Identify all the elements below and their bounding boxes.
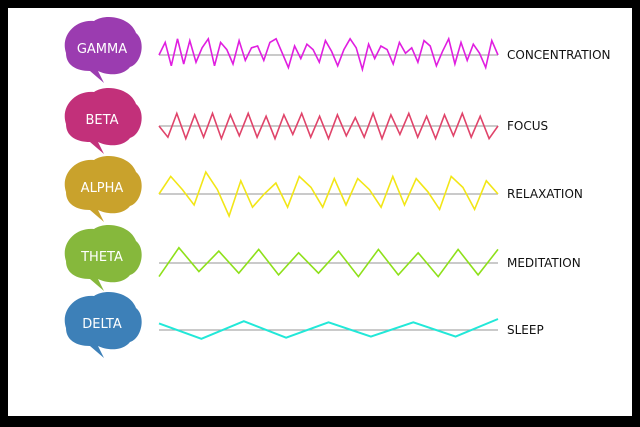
- frame: GAMMA CONCENTRATION BETA FOCUS ALPHA RELAXATI…: [8, 8, 632, 416]
- alpha-wave: [158, 170, 499, 219]
- beta-effect-label: FOCUS: [507, 119, 548, 133]
- delta-effect-label: SLEEP: [507, 323, 544, 337]
- gamma-effect-label: CONCENTRATION: [507, 48, 611, 62]
- alpha-band-label: ALPHA: [81, 181, 124, 196]
- beta-wave: [158, 111, 499, 141]
- theta-brain-icon: [64, 225, 142, 291]
- wave-row-beta: BETA FOCUS: [64, 88, 548, 154]
- delta-band-label: DELTA: [82, 317, 122, 332]
- theta-band-label: THETA: [80, 250, 123, 265]
- wave-row-gamma: GAMMA CONCENTRATION: [64, 17, 611, 83]
- gamma-band-label: GAMMA: [77, 42, 127, 57]
- theta-effect-label: MEDITATION: [507, 256, 581, 270]
- gamma-wave: [158, 36, 499, 73]
- delta-brain-icon: [64, 292, 142, 358]
- delta-wave: [158, 318, 499, 340]
- beta-brain-icon: [64, 88, 142, 154]
- beta-band-label: BETA: [86, 113, 119, 128]
- gamma-brain-icon: [64, 17, 142, 83]
- brainwave-diagram: GAMMA CONCENTRATION BETA FOCUS ALPHA RELAXATI…: [64, 17, 611, 358]
- wave-row-delta: DELTA SLEEP: [64, 292, 544, 358]
- alpha-brain-icon: [64, 156, 142, 222]
- wave-row-alpha: ALPHA RELAXATION: [64, 156, 583, 222]
- alpha-effect-label: RELAXATION: [507, 187, 583, 201]
- wave-row-theta: THETA MEDITATION: [64, 225, 581, 291]
- theta-wave: [158, 246, 499, 278]
